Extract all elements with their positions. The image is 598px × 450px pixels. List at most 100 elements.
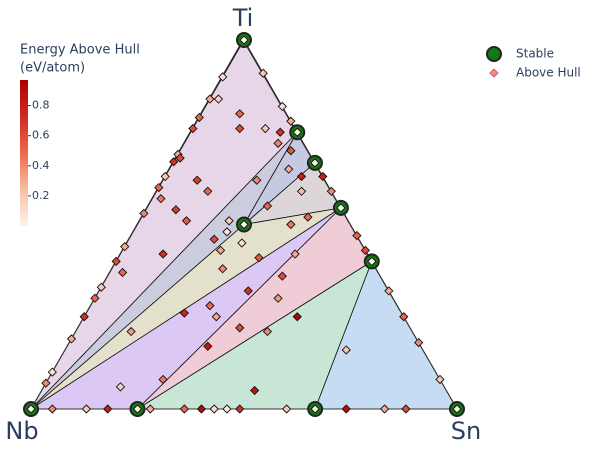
legend-marker bbox=[489, 68, 499, 78]
above-hull-point bbox=[341, 345, 351, 355]
above-hull-point bbox=[156, 194, 166, 204]
colorbar-tick-label: 0.4 bbox=[32, 159, 50, 172]
above-hull-point bbox=[215, 245, 226, 255]
above-hull-point bbox=[196, 404, 207, 414]
above-hull-point bbox=[158, 374, 168, 385]
above-hull-point bbox=[379, 404, 390, 414]
above-hull-point bbox=[360, 245, 371, 255]
above-hull-point bbox=[120, 242, 130, 252]
above-hull-point bbox=[310, 404, 320, 414]
above-hull-point bbox=[192, 175, 202, 185]
above-hull-point bbox=[237, 238, 247, 248]
above-hull-point bbox=[277, 271, 287, 281]
above-hull-point bbox=[260, 123, 270, 134]
above-hull-point bbox=[326, 186, 336, 196]
above-hull-point bbox=[290, 249, 300, 259]
above-hull-point bbox=[262, 326, 273, 337]
above-hull-point bbox=[203, 341, 213, 351]
above-hull-point bbox=[96, 282, 106, 292]
above-hull-point bbox=[235, 123, 245, 134]
above-hull-point bbox=[401, 404, 411, 414]
above-hull-point bbox=[258, 68, 268, 78]
above-hull-point bbox=[181, 216, 192, 226]
above-hull-point bbox=[250, 385, 260, 396]
above-hull-point bbox=[286, 146, 296, 156]
colorbar-title: Energy Above Hull bbox=[20, 43, 140, 58]
above-hull-point bbox=[47, 404, 57, 414]
above-hull-point bbox=[111, 256, 121, 267]
above-hull-point bbox=[296, 171, 307, 182]
above-hull-point bbox=[218, 264, 228, 274]
above-hull-point bbox=[26, 404, 36, 414]
above-hull-point bbox=[145, 404, 155, 414]
above-hull-point bbox=[292, 312, 302, 322]
above-hull-point bbox=[243, 286, 253, 296]
above-hull-point bbox=[205, 94, 215, 104]
above-hull-point bbox=[292, 127, 302, 137]
above-hull-point bbox=[179, 404, 189, 414]
colorbar-tick-label: 0.8 bbox=[32, 99, 50, 112]
above-hull-point bbox=[222, 227, 232, 237]
above-hull-point bbox=[209, 404, 219, 414]
above-hull-point bbox=[275, 127, 285, 137]
above-hull-point bbox=[222, 404, 232, 414]
above-hull-point bbox=[103, 404, 113, 414]
above-hull-point bbox=[154, 182, 164, 193]
above-hull-point bbox=[235, 323, 245, 333]
above-hull-point bbox=[303, 212, 313, 222]
above-hull-point bbox=[90, 293, 100, 303]
above-hull-point bbox=[399, 312, 409, 322]
above-hull-point bbox=[284, 164, 294, 174]
above-hull-point bbox=[239, 35, 249, 45]
above-hull-point bbox=[318, 171, 328, 182]
above-hull-point bbox=[286, 219, 296, 230]
above-hull-point bbox=[169, 157, 179, 167]
colorbar-tick-label: 0.2 bbox=[32, 189, 50, 202]
above-hull-point bbox=[235, 404, 245, 414]
above-hull-point bbox=[262, 201, 273, 211]
above-hull-point bbox=[254, 253, 264, 263]
above-hull-point bbox=[296, 186, 307, 196]
vertex-label: Nb bbox=[5, 417, 38, 445]
above-hull-point bbox=[117, 267, 128, 278]
above-hull-point bbox=[435, 374, 445, 385]
colorbar-title: (eV/atom) bbox=[20, 61, 85, 76]
above-hull-point bbox=[209, 234, 219, 244]
above-hull-point bbox=[81, 404, 92, 414]
above-hull-point bbox=[235, 109, 245, 119]
colorbar-tick-label: 0.6 bbox=[32, 129, 50, 142]
above-hull-point bbox=[205, 301, 215, 311]
above-hull-point bbox=[213, 94, 224, 104]
above-hull-point bbox=[132, 404, 143, 414]
above-hull-point bbox=[341, 404, 351, 414]
above-hull-point bbox=[179, 308, 189, 318]
colorbar bbox=[20, 80, 28, 226]
above-hull-point bbox=[175, 153, 185, 163]
above-hull-point bbox=[281, 404, 292, 414]
above-hull-point bbox=[224, 216, 234, 226]
above-hull-point bbox=[115, 382, 126, 392]
above-hull-point bbox=[218, 72, 228, 82]
vertex-label: Ti bbox=[232, 4, 254, 32]
legend-label[interactable]: Stable bbox=[516, 47, 554, 61]
above-hull-point bbox=[310, 158, 320, 168]
above-hull-point bbox=[336, 203, 346, 213]
above-hull-point bbox=[452, 404, 462, 414]
legend-marker bbox=[486, 46, 502, 62]
above-hull-point bbox=[384, 286, 394, 296]
legend-label[interactable]: Above Hull bbox=[516, 66, 581, 80]
above-hull-point bbox=[194, 112, 204, 123]
above-hull-point bbox=[414, 337, 424, 348]
above-hull-point bbox=[277, 101, 287, 112]
above-hull-point bbox=[41, 378, 51, 388]
above-hull-point bbox=[352, 230, 362, 241]
above-hull-point bbox=[286, 116, 296, 126]
above-hull-point bbox=[203, 186, 213, 196]
above-hull-point bbox=[188, 123, 198, 134]
above-hull-point bbox=[171, 205, 181, 215]
above-hull-point bbox=[160, 171, 170, 182]
above-hull-point bbox=[239, 219, 249, 230]
above-hull-point bbox=[211, 312, 221, 322]
